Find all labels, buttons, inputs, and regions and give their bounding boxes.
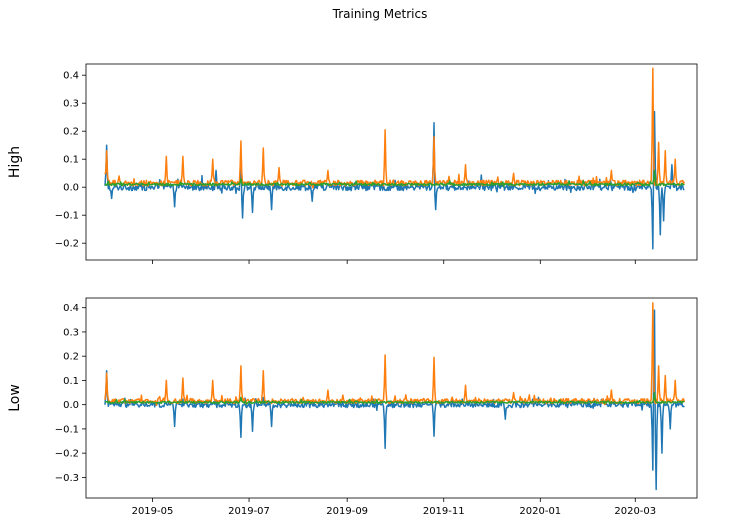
panel-low: −0.3 −0.2 −0.1 0.0 0.1 0.2 0.3 0.4 2019-05 2019-0… xyxy=(7,297,698,517)
x-tick-label: 2020-01 xyxy=(519,506,561,517)
series-line-green xyxy=(104,391,685,405)
y-tick-label: 0.2 xyxy=(63,127,79,138)
y-axis-label: Low xyxy=(7,384,23,412)
y-tick-label: 0.0 xyxy=(63,183,79,194)
y-tick-label: −0.1 xyxy=(55,424,79,435)
y-tick-label: 0.2 xyxy=(63,352,79,363)
series-line-green xyxy=(104,169,685,188)
y-axis-label: High xyxy=(7,146,23,178)
axes-frame xyxy=(85,297,698,499)
y-tick-label: 0.3 xyxy=(63,99,79,110)
y-tick-label: 0.4 xyxy=(63,71,79,82)
y-tick-label: 0.4 xyxy=(63,303,79,314)
series-line-orange xyxy=(104,302,686,406)
y-tick-label: −0.1 xyxy=(55,211,79,222)
axes-frame xyxy=(85,63,698,261)
x-tick-label: 2019-07 xyxy=(228,506,270,517)
y-tick-label: −0.2 xyxy=(55,449,79,460)
x-tick-label: 2019-05 xyxy=(132,506,174,517)
panel-high: −0.2 −0.1 0.0 0.1 0.2 0.3 0.4 High xyxy=(7,63,698,264)
y-tick-label: 0.0 xyxy=(63,400,79,411)
x-tick-label: 2020-03 xyxy=(614,506,656,517)
series-line-orange xyxy=(104,67,686,189)
y-tick-label: 0.1 xyxy=(63,376,79,387)
x-tick-label: 2019-11 xyxy=(423,506,465,517)
y-tick-label: −0.3 xyxy=(55,473,79,484)
figure-title: Training Metrics xyxy=(332,7,428,21)
y-tick-label: −0.2 xyxy=(55,239,79,250)
y-tick-label: 0.3 xyxy=(63,327,79,338)
y-tick-label: 0.1 xyxy=(63,155,79,166)
x-tick-label: 2019-09 xyxy=(326,506,368,517)
